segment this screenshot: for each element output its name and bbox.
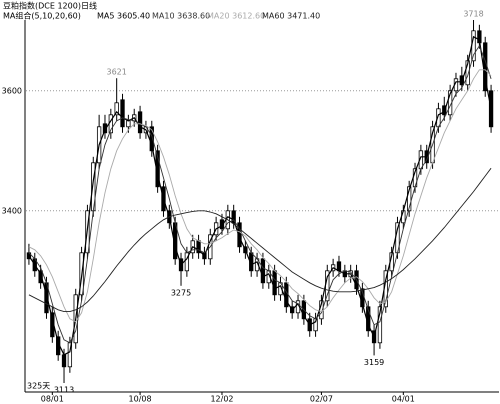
y-tick-label: 3400 [2, 206, 22, 215]
legend-label: MA20 3612.60 [207, 12, 265, 21]
annotation: 3113 [54, 386, 74, 395]
annotation: 3718 [463, 10, 483, 19]
x-tick-label: 10/08 [129, 395, 152, 404]
candle-body [61, 354, 67, 368]
ma-line [28, 35, 492, 356]
chart-subtitle: MA组合(5,10,20,60) [3, 11, 81, 21]
x-tick-label: 04/01 [392, 395, 415, 404]
candle-body [38, 270, 43, 284]
candle-body [407, 186, 412, 212]
y-tick-label: 3600 [2, 86, 22, 95]
legend-label: MA5 3605.40 [97, 12, 150, 21]
annotation: 3159 [364, 358, 384, 367]
annotation: 3275 [171, 288, 191, 297]
candle-body [237, 222, 242, 248]
candle-body [272, 270, 277, 296]
ma-line [28, 69, 492, 323]
legend-label: MA10 3638.60 [152, 12, 210, 21]
x-tick-label: 08/01 [41, 395, 64, 404]
ma-line [28, 44, 492, 344]
candle-body [231, 210, 236, 224]
candle-body [465, 60, 470, 86]
candle-body [260, 258, 266, 284]
ma-line [28, 167, 492, 313]
annotation: 3621 [106, 68, 126, 77]
candle-body [120, 99, 125, 128]
chart-title: 豆粕指数(DCE 1200)日线 [3, 1, 97, 11]
x-tick-label: 12/02 [210, 395, 233, 404]
candle-body [102, 123, 108, 134]
legend-label: MA60 3471.40 [262, 12, 320, 21]
candle-body [219, 219, 225, 230]
x-tick-label: 02/07 [310, 395, 333, 404]
candle-body [336, 261, 342, 272]
candle-body [114, 102, 119, 116]
candle-body [377, 306, 383, 344]
period-label: 325天 [27, 382, 50, 391]
candle-body [137, 111, 143, 134]
candle-body [126, 120, 131, 128]
